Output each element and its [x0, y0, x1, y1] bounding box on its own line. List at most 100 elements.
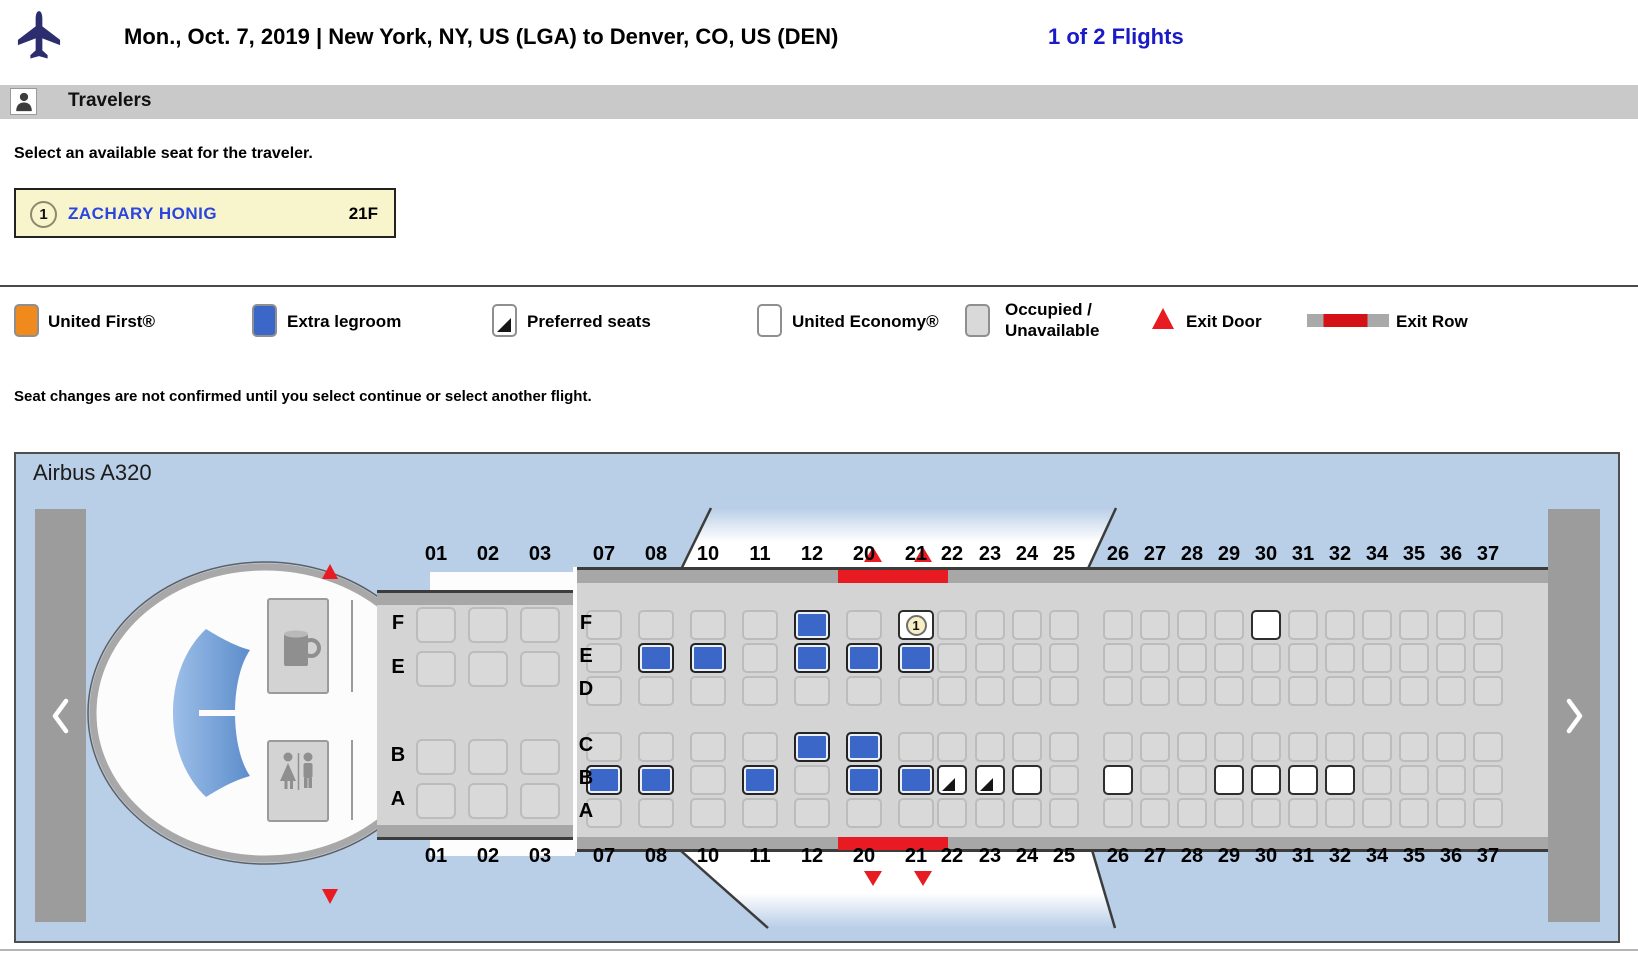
column-label-01-top: 01: [424, 543, 448, 565]
seat-23F: [975, 610, 1005, 640]
column-label-21-bottom: 21: [904, 845, 928, 867]
seat-08D: [638, 676, 674, 706]
seat-20F: [846, 610, 882, 640]
seat-30F[interactable]: [1251, 610, 1281, 640]
column-label-11-top: 11: [749, 543, 771, 565]
seat-27E: [1140, 643, 1170, 673]
seat-28D: [1177, 676, 1207, 706]
seat-23C: [975, 732, 1005, 762]
seat-20B[interactable]: [846, 765, 882, 795]
seat-28F: [1177, 610, 1207, 640]
seat-32D: [1325, 676, 1355, 706]
seat-22B[interactable]: [937, 765, 967, 795]
seat-27D: [1140, 676, 1170, 706]
travelers-heading: Travelers: [68, 90, 152, 111]
column-label-31-top: 31: [1291, 543, 1315, 565]
seat-28E: [1177, 643, 1207, 673]
seat-24B[interactable]: [1012, 765, 1042, 795]
legend-label-first: United First®: [48, 312, 155, 331]
seat-02B: [468, 739, 508, 775]
seat-26B[interactable]: [1103, 765, 1133, 795]
column-label-10-top: 10: [696, 543, 720, 565]
column-label-12-bottom: 12: [800, 845, 824, 867]
bottom-wing-shape: [680, 850, 1115, 928]
preferred-triangle-icon: [980, 778, 993, 791]
column-label-02-top: 02: [476, 543, 500, 565]
seat-23A: [975, 798, 1005, 828]
seat-10F: [690, 610, 726, 640]
flight-count-link[interactable]: 1 of 2 Flights: [1048, 24, 1184, 49]
legend-occ-swatch: [965, 304, 990, 337]
seat-20C[interactable]: [846, 732, 882, 762]
seat-29B[interactable]: [1214, 765, 1244, 795]
seat-02E: [468, 651, 508, 687]
column-label-12-top: 12: [800, 543, 824, 565]
seat-07F: [586, 610, 622, 640]
seat-26C: [1103, 732, 1133, 762]
seat-20E[interactable]: [846, 643, 882, 673]
preferred-triangle-icon: [497, 318, 511, 332]
column-label-34-top: 34: [1365, 543, 1389, 565]
seat-08E[interactable]: [638, 643, 674, 673]
seat-12F[interactable]: [794, 610, 830, 640]
seat-12C[interactable]: [794, 732, 830, 762]
exit-row-marker-top: [838, 570, 948, 583]
seat-25A: [1049, 798, 1079, 828]
seat-21E[interactable]: [898, 643, 934, 673]
column-label-20-bottom: 20: [852, 845, 876, 867]
seat-12E[interactable]: [794, 643, 830, 673]
seat-35F: [1399, 610, 1429, 640]
scroll-left-button[interactable]: [35, 509, 86, 922]
row-letter-D-economy: D: [578, 678, 594, 700]
seat-32E: [1325, 643, 1355, 673]
column-label-24-top: 24: [1015, 543, 1039, 565]
column-label-02-bottom: 02: [476, 845, 500, 867]
column-label-30-bottom: 30: [1254, 845, 1278, 867]
preferred-triangle-icon: [942, 778, 955, 791]
exit-door-front-bottom-icon: [322, 889, 338, 904]
seat-21A: [898, 798, 934, 828]
traveler-card[interactable]: 1 ZACHARY HONIG 21F: [14, 188, 396, 238]
seat-26F: [1103, 610, 1133, 640]
seat-08B[interactable]: [638, 765, 674, 795]
seat-23E: [975, 643, 1005, 673]
seat-32B[interactable]: [1325, 765, 1355, 795]
seat-01A: [416, 783, 456, 819]
seat-03A: [520, 783, 560, 819]
traveler-number-badge: 1: [30, 201, 57, 228]
seat-12A: [794, 798, 830, 828]
seat-08C: [638, 732, 674, 762]
seat-10C: [690, 732, 726, 762]
exit-door-icon: [1152, 308, 1174, 329]
seat-37D: [1473, 676, 1503, 706]
seat-21B[interactable]: [898, 765, 934, 795]
seat-11F: [742, 610, 778, 640]
seat-31B[interactable]: [1288, 765, 1318, 795]
seat-28C: [1177, 732, 1207, 762]
seat-11B[interactable]: [742, 765, 778, 795]
seat-10E[interactable]: [690, 643, 726, 673]
column-label-07-bottom: 07: [592, 845, 616, 867]
aircraft-name: Airbus A320: [33, 460, 152, 485]
seat-31C: [1288, 732, 1318, 762]
chevron-left-icon: [52, 698, 68, 733]
seat-21D: [898, 676, 934, 706]
scroll-right-button[interactable]: [1548, 509, 1600, 922]
seat-35D: [1399, 676, 1429, 706]
seat-07B[interactable]: [586, 765, 622, 795]
seat-27C: [1140, 732, 1170, 762]
seat-35E: [1399, 643, 1429, 673]
seat-26E: [1103, 643, 1133, 673]
row-letter-A-economy: A: [578, 800, 594, 822]
seat-21F[interactable]: 1: [898, 610, 934, 640]
seat-12B: [794, 765, 830, 795]
seat-02F: [468, 607, 508, 643]
seat-27F: [1140, 610, 1170, 640]
column-label-27-top: 27: [1143, 543, 1167, 565]
seat-23B[interactable]: [975, 765, 1005, 795]
restroom-icon: [280, 752, 313, 790]
column-label-37-top: 37: [1476, 543, 1500, 565]
seat-01B: [416, 739, 456, 775]
seat-30B[interactable]: [1251, 765, 1281, 795]
column-label-03-bottom: 03: [528, 845, 552, 867]
